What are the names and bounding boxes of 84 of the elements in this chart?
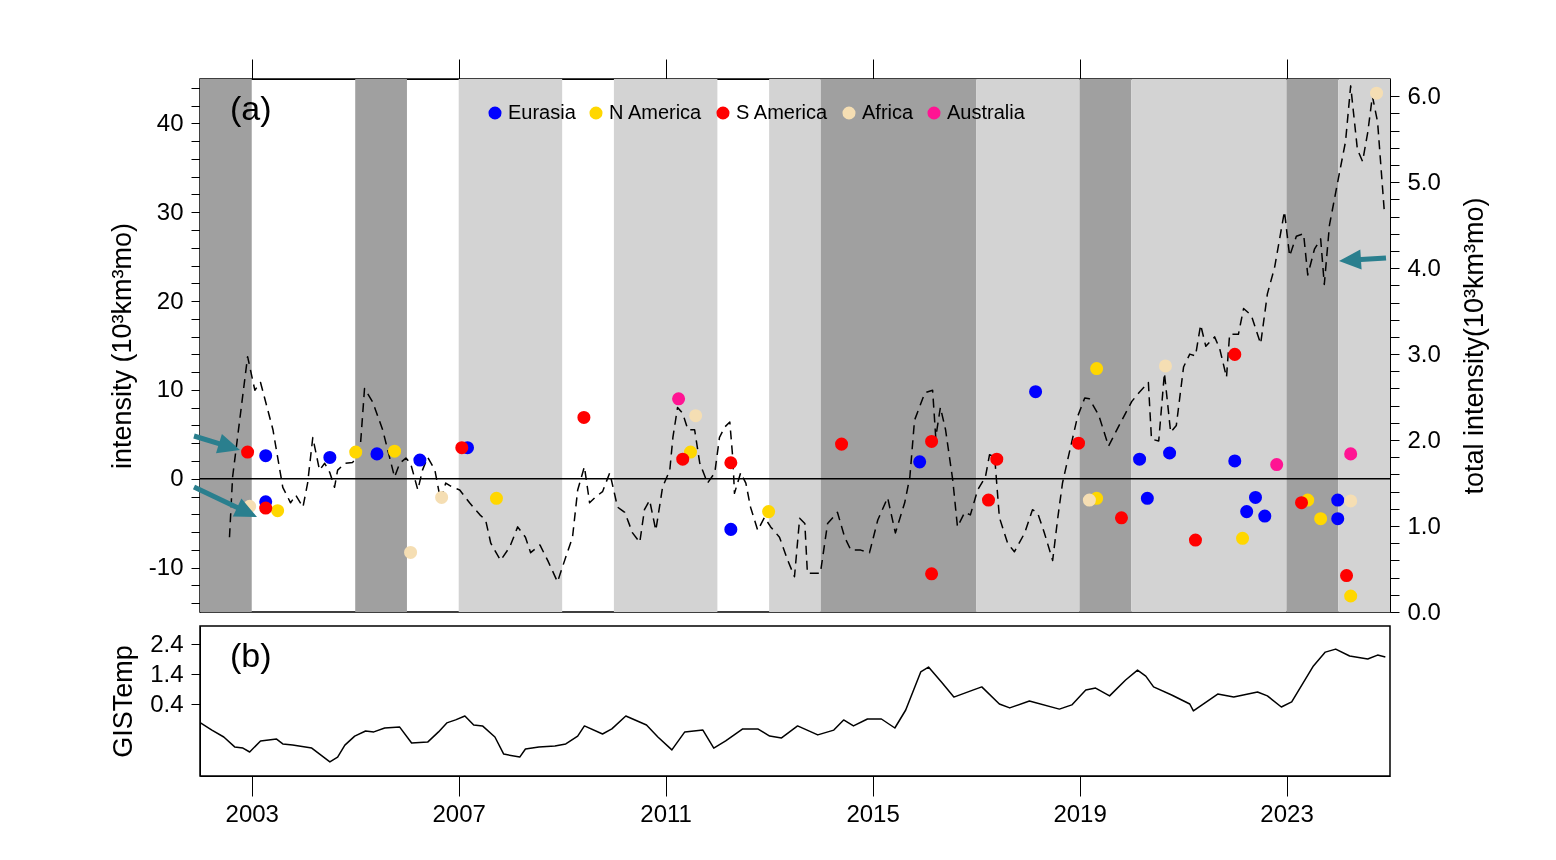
point	[1082, 493, 1096, 507]
point	[1072, 436, 1086, 450]
point	[349, 445, 363, 459]
point	[1340, 569, 1354, 583]
y-tick-label: 0.4	[150, 689, 184, 717]
y2-tick-label: 5.0	[1407, 167, 1441, 195]
point	[1163, 446, 1177, 460]
x-tick-label: 2015	[846, 799, 900, 827]
point	[435, 490, 449, 504]
point	[1140, 491, 1154, 505]
point	[404, 545, 418, 559]
point	[724, 522, 738, 536]
y2-tick-label: 1.0	[1407, 511, 1441, 539]
point	[913, 455, 927, 469]
legend-label: Africa	[862, 101, 914, 123]
point	[1248, 490, 1262, 504]
x-tick-label: 2019	[1053, 799, 1107, 827]
point	[1344, 589, 1358, 603]
point	[1344, 494, 1358, 508]
y2-tick-label: 0.0	[1407, 597, 1441, 625]
annotation: (b)	[230, 636, 272, 674]
point	[1029, 385, 1043, 399]
y2-tick-label: 2.0	[1407, 425, 1441, 453]
point	[1236, 531, 1250, 545]
x-tick-label: 2011	[640, 799, 692, 827]
y2-tick-label: 4.0	[1407, 253, 1441, 281]
point	[370, 447, 384, 461]
point	[413, 453, 427, 467]
y-tick-label: -10	[148, 553, 184, 581]
point	[271, 504, 285, 518]
point	[1228, 454, 1242, 468]
legend-label: N America	[609, 101, 703, 123]
point	[259, 449, 273, 463]
y-axis-title: GISTemp	[108, 645, 139, 758]
point	[1314, 512, 1328, 526]
point	[1370, 86, 1384, 100]
point	[835, 437, 849, 451]
y-axis-title: intensity (10³km³mo)	[106, 222, 137, 470]
legend-label: Eurasia	[508, 101, 577, 123]
y-tick-label: 20	[156, 286, 184, 314]
point	[455, 441, 469, 455]
legend-label: S America	[736, 101, 829, 123]
point	[990, 452, 1004, 466]
point	[577, 410, 591, 424]
point	[672, 392, 686, 406]
point	[388, 444, 402, 458]
point	[676, 452, 690, 466]
y-tick-label: 0	[170, 464, 184, 492]
y-tick-label: 10	[156, 375, 184, 403]
point	[762, 505, 776, 519]
point	[1090, 362, 1104, 376]
legend-label: Australia	[947, 101, 1026, 123]
point	[489, 491, 503, 505]
y-tick-label: 1.4	[150, 659, 184, 687]
point	[925, 567, 939, 581]
y-tick-label: 30	[156, 197, 184, 225]
point	[1240, 505, 1254, 519]
point	[1258, 509, 1272, 523]
x-tick-label: 2007	[432, 799, 486, 827]
x-tick-label: 2023	[1260, 799, 1314, 827]
point	[1188, 533, 1202, 547]
point	[1158, 359, 1172, 373]
point	[689, 409, 703, 423]
point	[1228, 347, 1242, 361]
y-tick-label: 40	[156, 108, 184, 136]
point	[241, 445, 255, 459]
point	[724, 456, 738, 470]
point	[1133, 452, 1147, 466]
y2-tick-label: 6.0	[1407, 81, 1441, 109]
x-tick-label: 2003	[225, 799, 279, 827]
point	[323, 450, 337, 464]
y2-axis-title: total intensity(10³km³mo)	[1458, 197, 1489, 495]
annotation: (a)	[230, 89, 272, 127]
point	[1270, 458, 1284, 472]
point	[1331, 512, 1345, 526]
point	[925, 434, 939, 448]
point	[1295, 496, 1309, 510]
point	[1331, 493, 1345, 507]
y-tick-label: 2.4	[150, 629, 184, 657]
point	[1344, 447, 1358, 461]
point	[259, 501, 273, 515]
point	[981, 493, 996, 507]
point	[1114, 511, 1128, 525]
y2-tick-label: 3.0	[1407, 339, 1441, 367]
